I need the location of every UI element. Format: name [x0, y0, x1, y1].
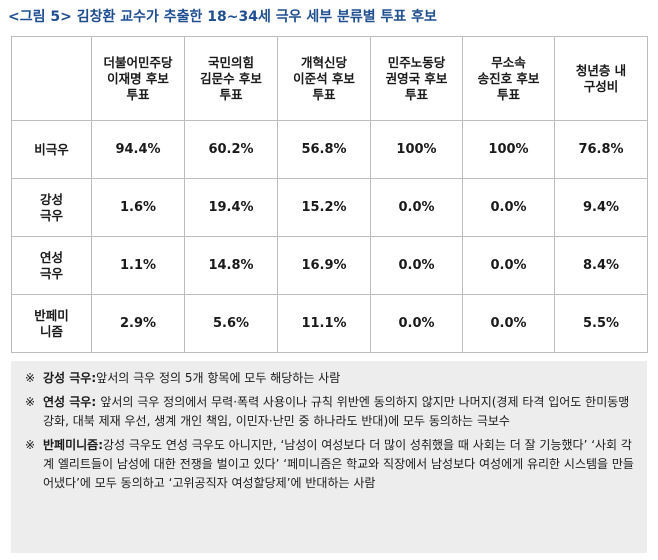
table-row: 연성 극우 1.1% 14.8% 16.9% 0.0% 0.0% 8.4%	[11, 236, 648, 295]
note-separator: :	[91, 371, 97, 385]
column-header-line: 구성비	[583, 78, 619, 94]
table-cell: 100%	[370, 120, 463, 179]
row-header-line: 니즘	[39, 323, 63, 339]
column-header-line: 국민의힘	[207, 54, 254, 70]
row-header: 연성 극우	[11, 236, 92, 295]
table-cell: 100%	[462, 120, 555, 179]
note-separator: :	[98, 438, 104, 452]
column-header-line: 투표	[312, 86, 336, 102]
column-header: 더불어민주당 이재명 후보 투표	[91, 36, 185, 121]
table-cell: 11.1%	[277, 294, 371, 353]
table-cell: 14.8%	[184, 236, 278, 295]
table-cell: 5.6%	[184, 294, 278, 353]
note-body: 반페미니즘:강성 극우도 연성 극우도 아니지만, ‘남성이 여성보다 더 많이…	[43, 436, 637, 493]
note-body: 연성 극우: 앞서의 극우 정의에서 무력·폭력 사용이나 규칙 위반엔 동의하…	[43, 393, 637, 431]
row-header-line: 연성	[39, 249, 63, 265]
row-header-line: 반페미	[34, 307, 69, 323]
table-cell: 5.5%	[554, 294, 648, 353]
figure-label: <그림 5>	[8, 9, 72, 25]
column-header-line: 민주노동당	[387, 54, 446, 70]
table-cell: 16.9%	[277, 236, 371, 295]
table-row: 강성 극우 1.6% 19.4% 15.2% 0.0% 0.0% 9.4%	[11, 178, 648, 237]
table-header-row: 더불어민주당 이재명 후보 투표 국민의힘 김문수 후보 투표 개혁신당 이준석 후보 투표 민주…	[11, 36, 648, 121]
table-cell: 0.0%	[462, 294, 555, 353]
table-cell: 76.8%	[554, 120, 648, 179]
table-cell: 56.8%	[277, 120, 371, 179]
note-mark: ※	[25, 371, 36, 385]
row-header-line: 비극우	[34, 141, 69, 157]
note-mark: ※	[25, 438, 36, 452]
table-row: 반페미 니즘 2.9% 5.6% 11.1% 0.0% 0.0% 5.5%	[11, 294, 648, 353]
figure-title: <그림 5> 김창환 교수가 추출한 18~34세 극우 세부 분류별 투표 후…	[8, 6, 437, 26]
figure-title-text: 김창환 교수가 추출한 18~34세 극우 세부 분류별 투표 후보	[76, 9, 437, 25]
row-header: 강성 극우	[11, 178, 92, 237]
note-separator: :	[91, 395, 101, 409]
column-header: 무소속 송진호 후보 투표	[462, 36, 555, 121]
vote-table: 더불어민주당 이재명 후보 투표 국민의힘 김문수 후보 투표 개혁신당 이준석 후보 투표 민주…	[11, 36, 648, 353]
table-cell: 15.2%	[277, 178, 371, 237]
row-header-line: 극우	[39, 207, 63, 223]
column-header-line: 투표	[126, 86, 150, 102]
table-cell: 2.9%	[91, 294, 185, 353]
note-term: 연성 극우	[43, 395, 92, 409]
table-corner-cell	[11, 36, 92, 121]
note-text: 앞서의 극우 정의에서 무력·폭력 사용이나 규칙 위반엔 동의하지 않지만 나…	[43, 395, 630, 428]
table-cell: 8.4%	[554, 236, 648, 295]
column-header: 민주노동당 권영국 후보 투표	[370, 36, 463, 121]
column-header-line: 투표	[219, 86, 243, 102]
table-row: 비극우 94.4% 60.2% 56.8% 100% 100% 76.8%	[11, 120, 648, 179]
row-header: 반페미 니즘	[11, 294, 92, 353]
note-text: 강성 극우도 연성 극우도 아니지만, ‘남성이 여성보다 더 많이 성취했을 …	[43, 438, 634, 490]
note-text: 앞서의 극우 정의 5개 항목에 모두 해당하는 사람	[96, 371, 341, 385]
column-header-line: 무소속	[491, 54, 526, 70]
table-cell: 1.1%	[91, 236, 185, 295]
note-mark: ※	[25, 395, 36, 409]
column-header-line: 송진호 후보	[477, 70, 540, 86]
notes-box: ※ 강성 극우:앞서의 극우 정의 5개 항목에 모두 해당하는 사람 ※ 연성 극우…	[11, 361, 647, 553]
table-cell: 9.4%	[554, 178, 648, 237]
table-cell: 19.4%	[184, 178, 278, 237]
table-cell: 0.0%	[370, 236, 463, 295]
column-header-line: 이재명 후보	[107, 70, 169, 86]
table-cell: 0.0%	[462, 178, 555, 237]
note-term: 강성 극우	[43, 371, 92, 385]
column-header: 개혁신당 이준석 후보 투표	[277, 36, 371, 121]
table-cell: 94.4%	[91, 120, 185, 179]
note-item: ※ 반페미니즘:강성 극우도 연성 극우도 아니지만, ‘남성이 여성보다 더 많…	[25, 436, 637, 493]
note-item: ※ 연성 극우: 앞서의 극우 정의에서 무력·폭력 사용이나 규칙 위반엔 동의…	[25, 393, 637, 431]
note-term: 반페미니즘	[43, 438, 99, 452]
row-header-line: 강성	[39, 191, 63, 207]
column-header-line: 투표	[496, 86, 520, 102]
column-header-line: 개혁신당	[300, 54, 347, 70]
table-cell: 0.0%	[462, 236, 555, 295]
column-header-line: 더불어민주당	[103, 54, 173, 70]
note-body: 강성 극우:앞서의 극우 정의 5개 항목에 모두 해당하는 사람	[43, 369, 637, 388]
table-cell: 60.2%	[184, 120, 278, 179]
column-header-line: 청년층 내	[575, 62, 627, 78]
table-cell: 1.6%	[91, 178, 185, 237]
row-header: 비극우	[11, 120, 92, 179]
table-cell: 0.0%	[370, 294, 463, 353]
column-header-line: 투표	[404, 86, 428, 102]
note-item: ※ 강성 극우:앞서의 극우 정의 5개 항목에 모두 해당하는 사람	[25, 369, 637, 388]
column-header: 국민의힘 김문수 후보 투표	[184, 36, 278, 121]
column-header-line: 김문수 후보	[200, 70, 262, 86]
column-header-line: 이준석 후보	[293, 70, 355, 86]
column-header-line: 권영국 후보	[385, 70, 448, 86]
column-header: 청년층 내 구성비	[554, 36, 648, 121]
row-header-line: 극우	[39, 265, 63, 281]
table-cell: 0.0%	[370, 178, 463, 237]
